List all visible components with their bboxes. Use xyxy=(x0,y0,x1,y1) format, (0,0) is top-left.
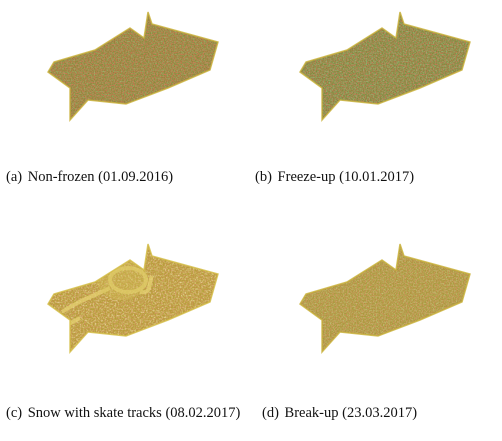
lake-image-c xyxy=(47,243,219,354)
caption-d-label: (d) xyxy=(262,405,279,421)
caption-a-text: Non-frozen (01.09.2016) xyxy=(27,169,174,185)
lake-image-a xyxy=(47,11,219,122)
caption-a-label: (a) xyxy=(6,169,23,185)
lake-image-b xyxy=(299,11,471,122)
caption-d: (d) Break-up (23.03.2017) xyxy=(262,404,417,422)
caption-d-text: Break-up (23.03.2017) xyxy=(284,405,418,421)
caption-c-label: (c) xyxy=(6,405,23,421)
panel-b xyxy=(292,10,482,125)
panel-a xyxy=(40,10,230,125)
caption-c: (c) Snow with skate tracks (08.02.2017) xyxy=(6,404,250,422)
caption-b-text: Freeze-up (10.01.2017) xyxy=(277,169,415,185)
panel-c xyxy=(40,242,230,357)
caption-b-label: (b) xyxy=(255,169,272,185)
caption-b: (b) Freeze-up (10.01.2017) xyxy=(255,168,414,186)
panel-d xyxy=(292,242,482,357)
caption-c-text: Snow with skate tracks (08.02.2017) xyxy=(27,405,241,421)
lake-image-d xyxy=(299,243,471,354)
caption-a: (a) Non-frozen (01.09.2016) xyxy=(6,168,173,186)
